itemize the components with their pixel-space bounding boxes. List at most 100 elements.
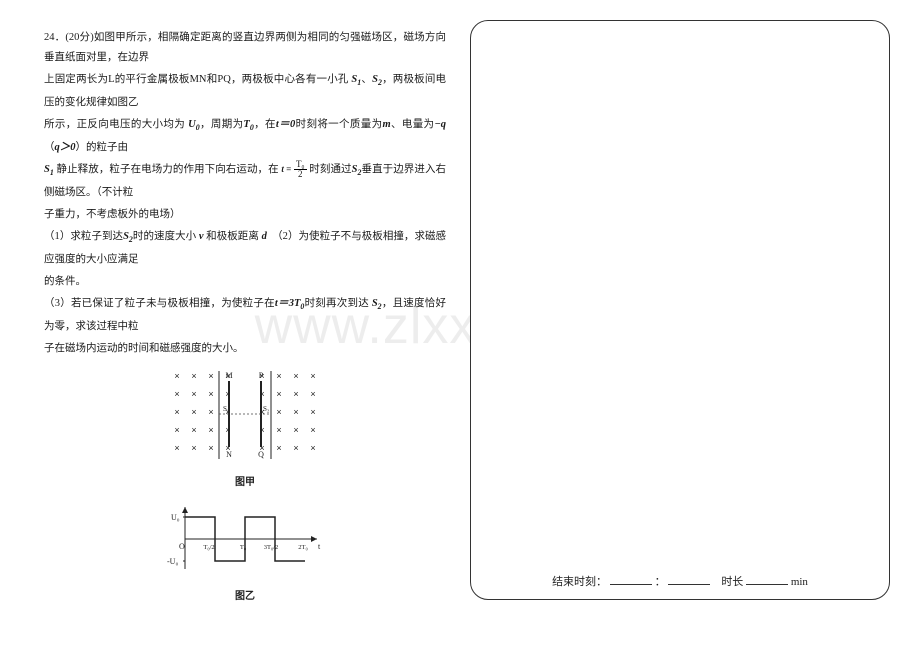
footer-unit: min: [791, 576, 808, 588]
para-q3b: 子在磁场内运动的时间和磁感强度的大小。: [44, 339, 446, 359]
blank-hour[interactable]: [610, 573, 652, 585]
text-q3a: （3）若已保证了粒子未与极板相撞，为使粒子在: [44, 298, 275, 309]
svg-text:×: ×: [174, 425, 179, 435]
left-page: 24．(20分)如图甲所示，相隔确定距离的竖直边界两侧为相同的匀强磁场区，磁场方…: [30, 22, 460, 622]
svg-text:×: ×: [191, 425, 196, 435]
label-s1: S₁: [223, 405, 229, 413]
label-q: Q: [258, 450, 264, 459]
problem-body: 24．(20分)如图甲所示，相隔确定距离的竖直边界两侧为相同的匀强磁场区，磁场方…: [44, 28, 446, 607]
svg-text:×: ×: [191, 407, 196, 417]
var-m: m: [382, 119, 390, 130]
var-v: v: [199, 231, 204, 242]
figure-a-caption: 图甲: [235, 473, 255, 493]
footer-colon: ：: [655, 576, 666, 588]
var-s1: S1: [351, 74, 361, 85]
text-l3d: 时刻将一个质量为: [295, 119, 382, 130]
var-t0eq: t＝0: [276, 119, 295, 130]
tick-0: T₀/2: [203, 544, 214, 551]
frac-bot: 2: [294, 170, 307, 179]
text-qparen-b: ）的粒子由: [76, 142, 129, 153]
svg-text:×: ×: [174, 389, 179, 399]
svg-text:×: ×: [293, 389, 298, 399]
footer-duration-label: 时长: [721, 576, 743, 588]
svg-text:×: ×: [310, 407, 315, 417]
svg-text:×: ×: [310, 425, 315, 435]
para-5: 子重力，不考虑板外的电场）: [44, 205, 446, 225]
text-q1a: （1）求粒子到达: [44, 231, 123, 242]
svg-text:×: ×: [276, 425, 281, 435]
text-q1b: 时的速度大小: [133, 231, 196, 242]
tick-2: 3T₀/2: [264, 544, 279, 551]
text-l4b: 时刻通过: [309, 164, 351, 175]
text-q3d: 子在磁场内运动的时间和磁感强度的大小。: [44, 343, 244, 354]
text-qparen-a: （: [44, 142, 55, 153]
svg-text:×: ×: [208, 407, 213, 417]
svg-text:×: ×: [293, 371, 298, 381]
text-l2b: 、: [361, 74, 372, 85]
formula-t-half: t = T₀ 2: [281, 160, 306, 179]
svg-text:×: ×: [310, 389, 315, 399]
var-qgt: q＞0: [55, 142, 76, 153]
text-l4a: 静止释放，粒子在电场力的作用下向右运动，在: [57, 164, 279, 175]
figure-b-svg: U₀ -U₀ O t T₀/2 T₀ 3T₀/2 2T₀: [165, 499, 325, 579]
svg-text:×: ×: [310, 371, 315, 381]
blank-duration[interactable]: [746, 573, 788, 585]
svg-text:×: ×: [174, 407, 179, 417]
svg-text:×: ×: [276, 443, 281, 453]
text-q1e: 的条件。: [44, 276, 86, 287]
para-q3: （3）若已保证了粒子未与极板相撞，为使粒子在t＝3T0时刻再次到达 S2，且速度…: [44, 294, 446, 337]
tick-1: T₀: [240, 544, 246, 551]
svg-text:×: ×: [191, 443, 196, 453]
var-s2-2: S2: [352, 164, 362, 175]
figures-container: ××××××××××××××××××××××××××××××××××××××××…: [44, 365, 446, 607]
var-s1-2: S1: [44, 164, 54, 175]
svg-text:×: ×: [276, 371, 281, 381]
svg-text:×: ×: [191, 371, 196, 381]
figure-a-svg: ××××××××××××××××××××××××××××××××××××××××…: [165, 365, 325, 465]
svg-text:×: ×: [276, 389, 281, 399]
svg-text:×: ×: [191, 389, 196, 399]
svg-text:×: ×: [310, 443, 315, 453]
text-l3a: 所示，正反向电压的大小均为: [44, 119, 185, 130]
var-u0: U0: [188, 119, 200, 130]
svg-text:×: ×: [208, 425, 213, 435]
tick-3: 2T₀: [298, 544, 308, 551]
para-q1: （1）求粒子到达S2时的速度大小 v 和极板距离 d （2）为使粒子不与极板相撞…: [44, 227, 446, 270]
para-3: 所示，正反向电压的大小均为 U0，周期为T0，在t＝0时刻将一个质量为m、电量为…: [44, 115, 446, 158]
para-q1b: 的条件。: [44, 272, 446, 292]
var-s2-4: S2: [372, 298, 382, 309]
svg-text:×: ×: [293, 407, 298, 417]
text-q1c: 和极板距离: [206, 231, 259, 242]
svg-text:×: ×: [174, 371, 179, 381]
label-u0-pos: U₀: [171, 513, 180, 522]
para-2: 上固定两长为L的平行金属极板MN和PQ，两极板中心各有一小孔 S1、S2，两极板…: [44, 70, 446, 113]
var-s2: S2: [372, 74, 382, 85]
text-l5: 子重力，不考虑板外的电场）: [44, 209, 181, 220]
text-l1: 如图甲所示，相隔确定距离的竖直边界两侧为相同的匀强磁场区，磁场方向垂直纸面对里，…: [44, 32, 446, 63]
blank-min[interactable]: [668, 573, 710, 585]
text-l2a: 上固定两长为L的平行金属极板MN和PQ，两极板中心各有一小孔: [44, 74, 349, 85]
label-s2: S₂: [263, 405, 270, 413]
label-origin: O: [179, 542, 185, 551]
label-p: P: [259, 371, 264, 380]
var-s2-3: S2: [123, 231, 133, 242]
svg-text:×: ×: [293, 443, 298, 453]
para-4: S1 静止释放，粒子在电场力的作用下向右运动，在 t = T₀ 2 时刻通过S2…: [44, 160, 446, 203]
label-m: M: [225, 371, 232, 380]
svg-text:×: ×: [208, 389, 213, 399]
text-l3b: ，周期为: [200, 119, 244, 130]
right-answer-panel: 结束时刻： ： 时长 min: [470, 20, 890, 600]
svg-text:×: ×: [208, 443, 213, 453]
var-t0: T0: [243, 119, 253, 130]
var-negq: −q: [434, 119, 446, 130]
svg-text:×: ×: [174, 443, 179, 453]
text-q3b: 时刻再次到达: [304, 298, 369, 309]
text-l3e: 、电量为: [391, 119, 435, 130]
svg-text:×: ×: [293, 425, 298, 435]
text-l3c: ，在: [254, 119, 276, 130]
svg-text:×: ×: [276, 407, 281, 417]
figure-b-caption: 图乙: [235, 587, 255, 607]
footer-end-label: 结束时刻：: [552, 576, 607, 588]
label-n: N: [226, 450, 232, 459]
problem-number: 24．(20分): [44, 32, 94, 43]
